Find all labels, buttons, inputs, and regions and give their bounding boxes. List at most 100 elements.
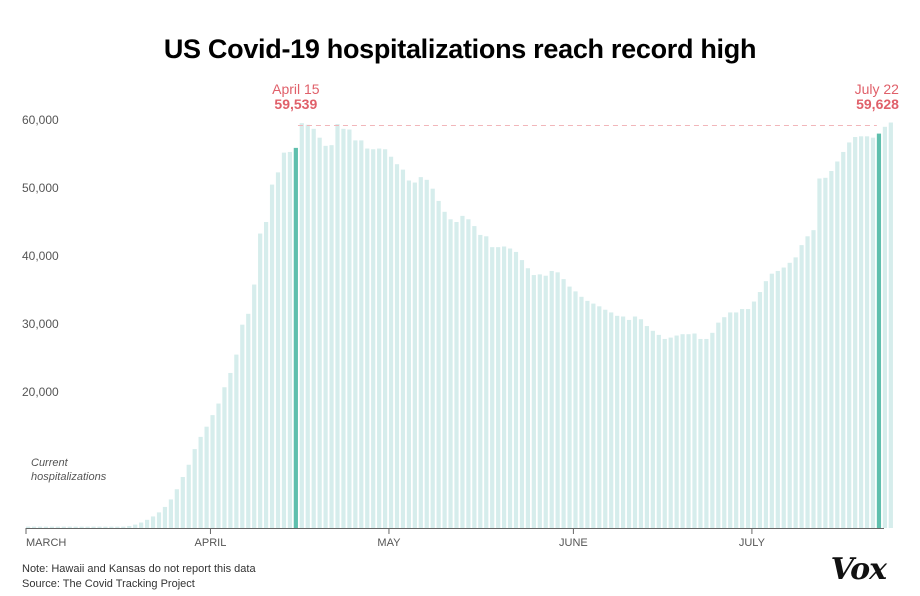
x-axis-months: MARCH APRIL MAY JUNE JULY xyxy=(25,528,766,549)
bar xyxy=(853,137,858,528)
bar xyxy=(519,260,525,528)
month-label: MAY xyxy=(377,537,401,549)
bar xyxy=(246,313,251,528)
bar xyxy=(335,124,340,528)
bar xyxy=(603,309,608,528)
bar xyxy=(73,526,78,528)
y-tick-label: 20,000 xyxy=(22,385,59,399)
bar xyxy=(317,137,322,528)
bar xyxy=(525,268,530,528)
bar xyxy=(751,301,757,528)
bar xyxy=(472,226,477,528)
bar xyxy=(781,267,786,528)
bar xyxy=(61,526,66,528)
bar xyxy=(341,128,346,528)
y-axis-label-line2: hospitalizations xyxy=(31,471,107,483)
month-label: MARCH xyxy=(26,537,66,549)
bar xyxy=(507,248,513,528)
bar xyxy=(418,177,423,528)
bar xyxy=(31,526,37,528)
bar xyxy=(97,526,102,528)
bar xyxy=(222,387,227,528)
bar xyxy=(359,140,364,528)
bar xyxy=(680,334,685,528)
bar xyxy=(365,148,370,528)
bar xyxy=(133,524,138,528)
bar xyxy=(109,526,114,528)
bar xyxy=(388,156,394,528)
bar xyxy=(299,123,304,529)
annotation-date: April 15 xyxy=(272,81,320,97)
bar xyxy=(383,149,388,529)
bar xyxy=(490,247,495,528)
bar xyxy=(371,149,376,529)
bar xyxy=(258,233,263,528)
bar xyxy=(716,322,721,528)
bar xyxy=(234,354,239,528)
bar xyxy=(496,247,501,528)
bar xyxy=(757,292,763,528)
bar xyxy=(537,274,542,528)
bar xyxy=(745,309,751,528)
bar xyxy=(436,200,441,529)
bar xyxy=(597,306,602,528)
bar xyxy=(775,270,780,528)
bar xyxy=(55,526,60,528)
bar xyxy=(674,335,679,528)
bar xyxy=(615,315,620,528)
source-text: Source: The Covid Tracking Project xyxy=(22,578,195,590)
bar xyxy=(180,477,185,528)
bar xyxy=(424,179,429,528)
y-tick-label: 50,000 xyxy=(22,181,59,195)
note-text: Note: Hawaii and Kansas do not report th… xyxy=(22,563,256,575)
bar xyxy=(829,171,834,528)
bar xyxy=(412,182,417,528)
bar xyxy=(811,230,816,528)
bar xyxy=(686,334,691,528)
chart-title: US Covid-19 hospitalizations reach recor… xyxy=(163,34,757,64)
bar xyxy=(710,332,715,528)
bar xyxy=(323,145,328,528)
bar xyxy=(85,526,90,528)
bar xyxy=(888,122,893,528)
bar xyxy=(859,136,864,528)
bar xyxy=(275,172,281,529)
bar xyxy=(644,326,649,528)
bar xyxy=(555,272,560,528)
annotation-value: 59,628 xyxy=(856,96,899,112)
bar xyxy=(156,512,162,528)
y-tick-label: 60,000 xyxy=(22,113,59,127)
bar xyxy=(353,140,358,528)
bar xyxy=(662,338,667,528)
bar xyxy=(882,126,887,529)
bar xyxy=(573,291,578,528)
bar xyxy=(454,222,459,528)
bar xyxy=(579,296,584,528)
y-tick-label: 40,000 xyxy=(22,249,59,263)
bar xyxy=(621,316,626,528)
bar xyxy=(204,426,209,528)
bar xyxy=(591,303,596,528)
bar xyxy=(722,317,727,528)
bar xyxy=(174,489,179,528)
bar xyxy=(287,151,292,528)
bar xyxy=(115,526,120,528)
bar xyxy=(103,526,108,528)
bar xyxy=(870,137,876,528)
month-label: JUNE xyxy=(559,537,588,549)
y-axis-label: Current xyxy=(31,457,69,469)
vox-logo: Vox xyxy=(830,552,887,587)
bar xyxy=(281,152,287,528)
bar xyxy=(269,184,275,528)
bar xyxy=(460,215,465,528)
bar xyxy=(442,211,447,529)
bar xyxy=(513,251,519,529)
bar xyxy=(127,525,132,528)
bar xyxy=(728,312,733,528)
bar xyxy=(139,522,144,528)
bar xyxy=(650,330,655,528)
bar xyxy=(692,333,697,528)
bar xyxy=(121,526,126,528)
annotation-date: July 22 xyxy=(855,81,900,97)
